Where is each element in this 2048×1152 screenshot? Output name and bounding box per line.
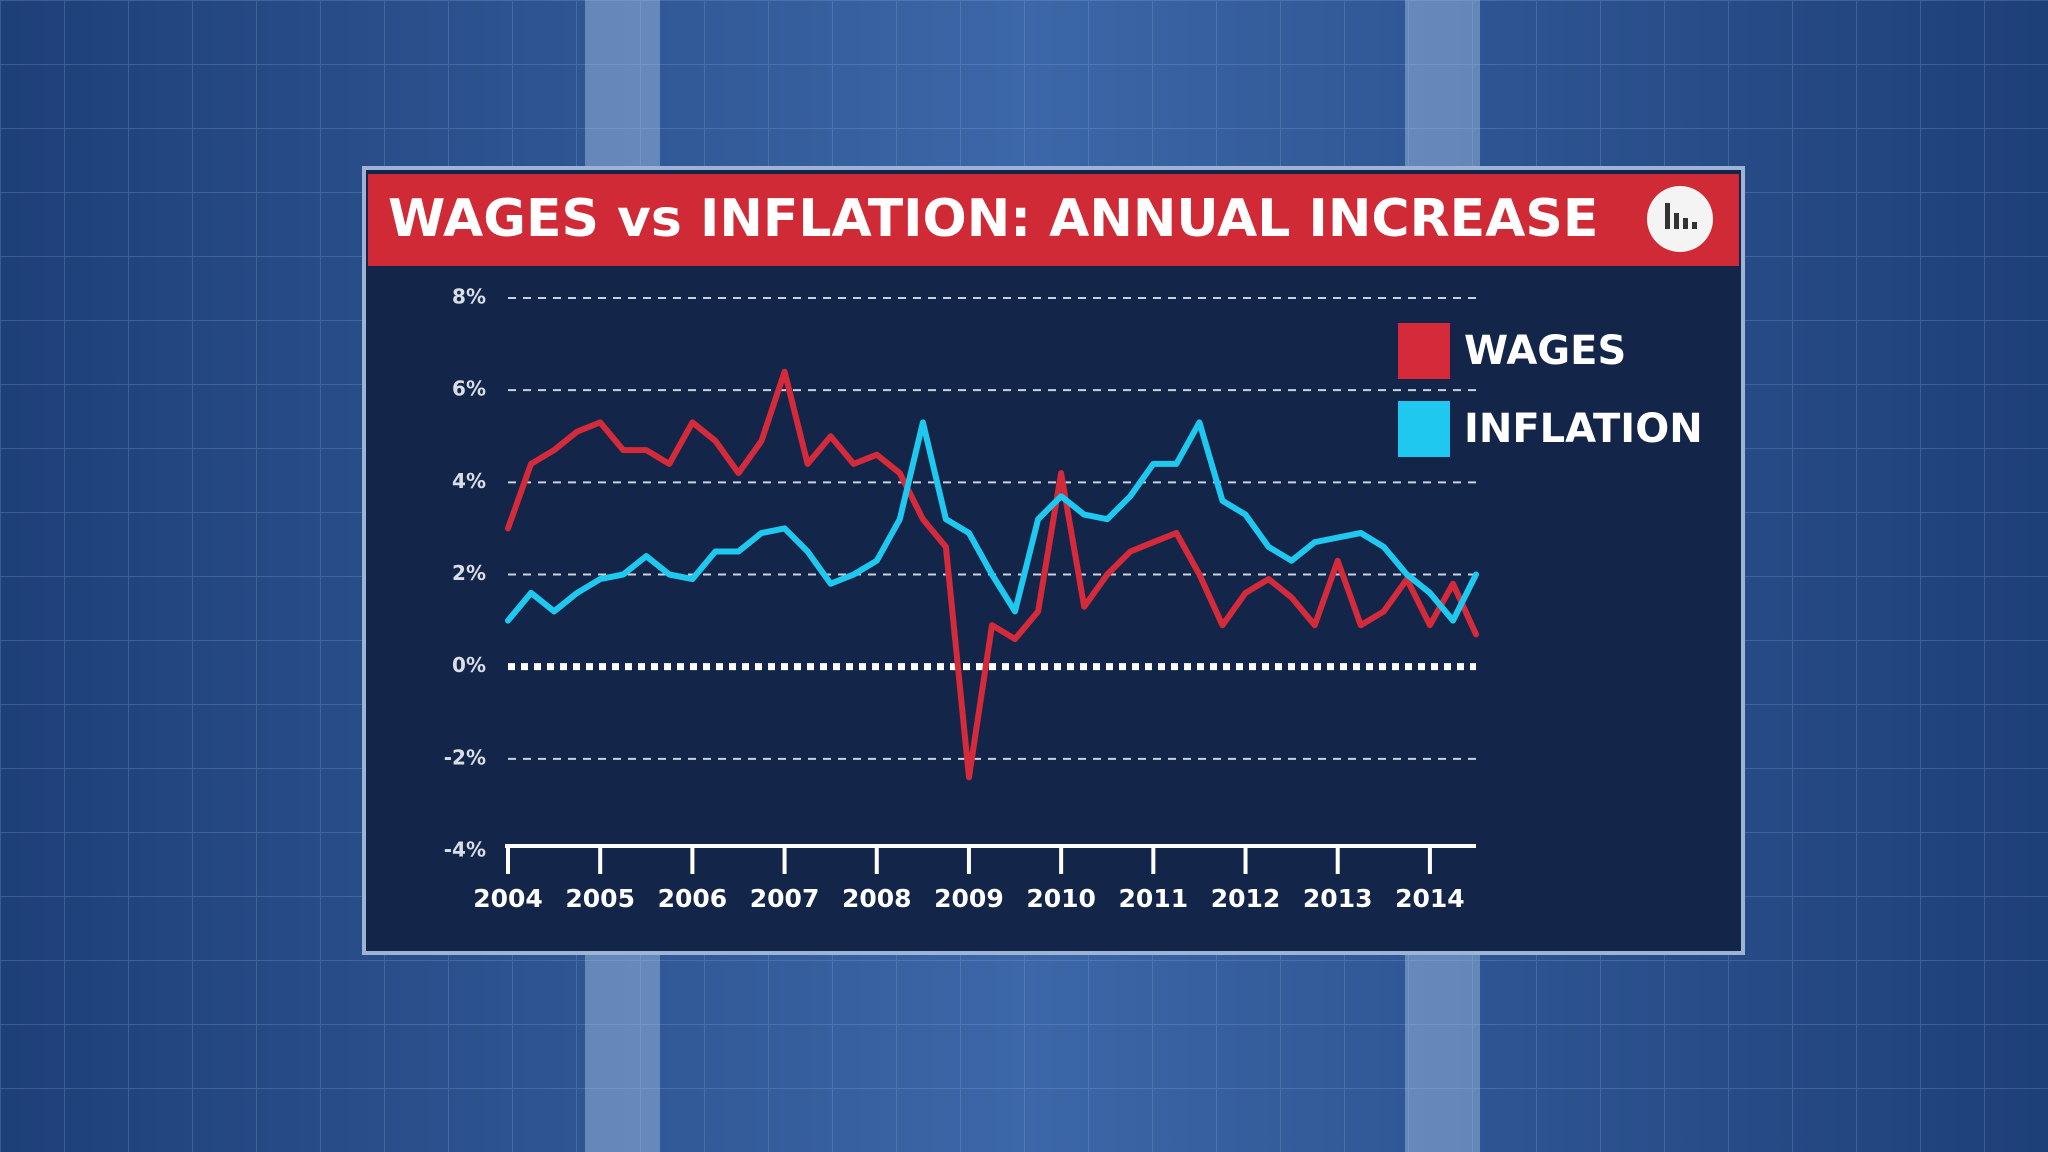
y-tick-label: -2%: [444, 745, 486, 769]
series-line: [505, 368, 1479, 781]
chart-title: WAGES vs INFLATION: ANNUAL INCREASE: [388, 189, 1598, 249]
x-tick-label: 2007: [750, 884, 820, 913]
y-tick-label: 6%: [452, 377, 486, 401]
legend-label: INFLATION: [1464, 406, 1703, 452]
x-tick-label: 2011: [1119, 884, 1189, 913]
header-icon: [1647, 186, 1713, 252]
x-tick-label: 2008: [842, 884, 912, 913]
legend-swatch: [1398, 323, 1450, 379]
x-tick-label: 2014: [1395, 884, 1465, 913]
chart-panel: [362, 166, 1745, 955]
series-line: [505, 419, 1479, 624]
legend-label: WAGES: [1464, 328, 1626, 374]
x-tick-label: 2004: [473, 884, 543, 913]
x-tick-label: 2010: [1026, 884, 1096, 913]
plot: -4% -2% 0% 2% 4% 6% 8% 2004 2005 2006 2007 2008 2009…: [444, 285, 1703, 914]
x-tick-label: 2012: [1211, 884, 1281, 913]
x-tick-label: 2006: [658, 884, 728, 913]
x-tick-label: 2005: [565, 884, 635, 913]
y-tick-label: 2%: [452, 561, 486, 585]
y-tick-label: 0%: [452, 653, 486, 677]
y-tick-label: -4%: [444, 838, 486, 862]
title-bar: [368, 174, 1739, 266]
x-tick-label: 2009: [934, 884, 1004, 913]
legend-swatch: [1398, 401, 1450, 457]
x-tick-label: 2013: [1303, 884, 1373, 913]
y-tick-label: 8%: [452, 285, 486, 309]
y-tick-label: 4%: [452, 469, 486, 493]
